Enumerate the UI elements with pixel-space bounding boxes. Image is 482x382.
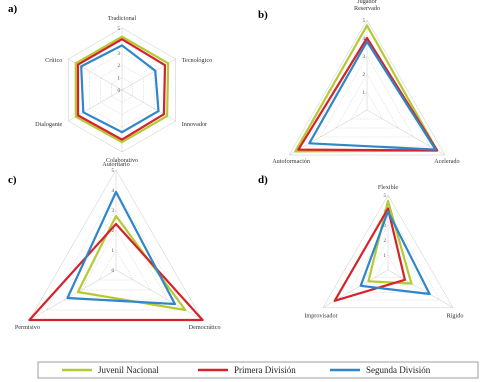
tick-label-a-2: 2 — [118, 64, 121, 69]
axis-label-b-2: Autoformación — [272, 158, 310, 165]
axis-label-c-1: Democrático — [189, 324, 221, 331]
axis-label-c-2: Permisivo — [15, 324, 40, 331]
tick-label-a-0: 0 — [118, 89, 121, 94]
panel-a: a)012345TradicionalTecnológicoInnovadorC… — [8, 3, 212, 164]
tick-label-c-1: 1 — [112, 249, 115, 254]
legend-label-juvenil: Juvenil Nacional — [98, 365, 159, 375]
grid-ring-d-1 — [374, 254, 402, 278]
tick-label-d-3: 3 — [384, 224, 387, 229]
spoke-b-2 — [288, 109, 368, 156]
series-a-segunda — [80, 44, 160, 134]
axis-label-a-2: Innovador — [182, 121, 207, 128]
axis-label-c-0: Autoritario — [102, 161, 130, 168]
axis-label-d-1: Rígido — [447, 313, 464, 320]
tick-label-b-5: 5 — [363, 19, 366, 24]
tick-label-d-1: 1 — [384, 254, 387, 259]
tick-label-b-1: 1 — [363, 91, 366, 96]
series-a-primera — [76, 38, 167, 141]
axis-label-d-0: Flexible — [378, 184, 399, 191]
axis-label-a-1: Tecnológico — [182, 57, 213, 64]
panel-label-c: c) — [8, 174, 17, 186]
grid-ring-d-5 — [322, 194, 454, 308]
grid-ring-b-3 — [319, 55, 415, 138]
spoke-c-2 — [29, 269, 117, 321]
grid-ring-b-1 — [350, 91, 384, 120]
tick-label-b-3: 3 — [363, 55, 366, 60]
series-d-segunda — [359, 210, 431, 296]
spoke-b-1 — [366, 109, 446, 156]
axis-label-b-1: Acelerado — [434, 158, 459, 165]
grid-ring-b-5 — [288, 19, 446, 156]
spoke-c-1 — [115, 269, 203, 321]
grid-ring-c-4 — [46, 189, 186, 311]
spoke-d-1 — [387, 269, 454, 308]
panel-b: b) 1 2 3 4 5 Jugador Reservado Acelerado Autoform… — [258, 0, 460, 165]
tick-label-b-4: 4 — [363, 37, 366, 42]
axis-label-a-3: Colaborativo — [106, 157, 138, 164]
tick-label-a-5: 5 — [118, 27, 121, 32]
grid-ring-c-2 — [80, 229, 152, 291]
tick-label-c-0: 0 — [112, 269, 115, 274]
axis-label-a-4: Dialogante — [35, 121, 62, 128]
legend-label-primera: Primera División — [234, 365, 296, 375]
series-b-segunda — [308, 40, 437, 151]
tick-label-a-1: 1 — [118, 77, 121, 82]
tick-label-c-3: 3 — [112, 209, 115, 214]
grid-ring-c-1 — [98, 249, 134, 281]
series-a-juvenil — [74, 35, 170, 144]
series-d-primera — [333, 207, 406, 302]
series-c-segunda — [66, 190, 176, 306]
axis-label-a-5: Crítico — [45, 57, 62, 64]
panel-label-a: a) — [8, 3, 18, 15]
tick-label-c-5: 5 — [112, 169, 115, 174]
panel-label-b: b) — [258, 9, 268, 21]
panel-label-d: d) — [258, 174, 268, 186]
legend-label-segunda: Segunda División — [366, 365, 431, 375]
tick-label-d-5: 5 — [384, 194, 387, 199]
tick-label-c-2: 2 — [112, 229, 115, 234]
axis-label-a-0: Tradicional — [108, 15, 137, 22]
legend-frame — [37, 361, 479, 379]
tick-label-c-4: 4 — [112, 189, 115, 194]
grid-ring-d-3 — [348, 224, 428, 293]
spoke-a-1 — [121, 58, 176, 91]
axis-label-d-2: Improvisador — [304, 313, 337, 320]
series-c-juvenil — [76, 214, 187, 312]
series-b-primera — [297, 36, 439, 152]
tick-label-b-2: 2 — [363, 73, 366, 78]
axis-label-b-0: Jugador Reservado — [354, 0, 380, 12]
tick-label-d-2: 2 — [384, 239, 387, 244]
tick-label-a-3: 3 — [118, 52, 121, 57]
legend: Juvenil Nacional Primera División Segund… — [37, 361, 479, 379]
grid-ring-c-3 — [63, 209, 169, 301]
